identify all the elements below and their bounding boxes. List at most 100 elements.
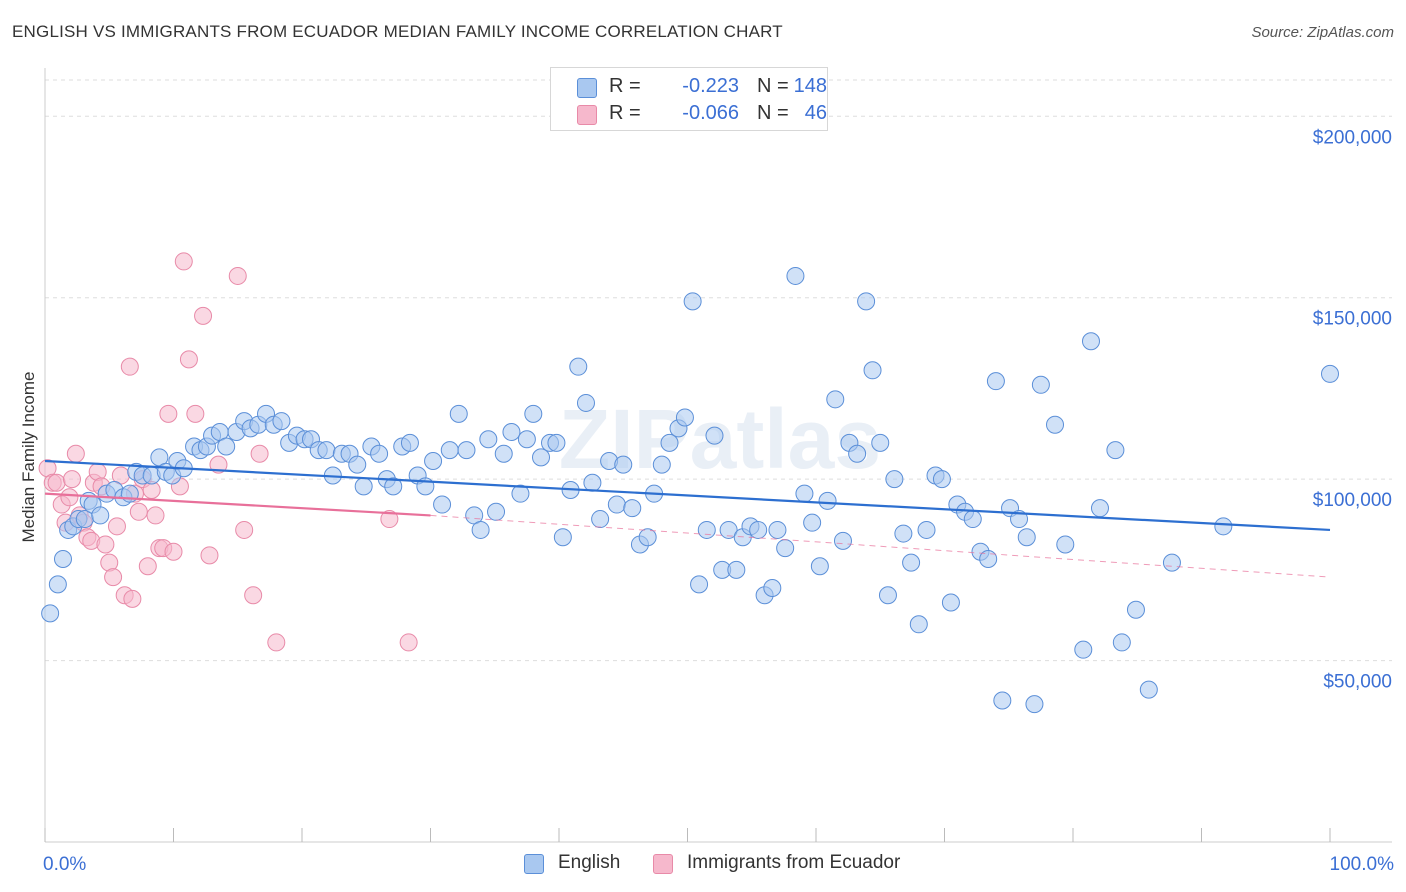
english-point: [433, 495, 452, 514]
x-tick-label: 100.0%: [1330, 854, 1395, 875]
ecuador-point: [47, 473, 66, 492]
ecuador-point: [186, 404, 205, 423]
english-point: [524, 404, 543, 423]
english-point: [1139, 680, 1158, 699]
ecuador-point: [146, 506, 165, 525]
english-point: [1056, 535, 1075, 554]
ecuador-point: [120, 357, 139, 376]
english-point: [370, 444, 389, 463]
english-point: [1162, 553, 1181, 572]
english-point: [217, 437, 236, 456]
english-point: [795, 484, 814, 503]
english-point: [41, 604, 60, 623]
english-point: [487, 502, 506, 521]
legend-n-label: N =: [757, 75, 789, 97]
ecuador-point: [179, 350, 198, 369]
ecuador-swatch: [577, 105, 597, 125]
ecuador-point: [159, 404, 178, 423]
y-tick-label: $150,000: [1313, 309, 1392, 330]
ecuador-point: [129, 502, 148, 521]
english-point: [1010, 510, 1029, 529]
chart-title: ENGLISH VS IMMIGRANTS FROM ECUADOR MEDIA…: [12, 22, 783, 41]
english-point: [479, 430, 498, 449]
english-swatch: [524, 854, 544, 874]
english-point: [583, 473, 602, 492]
english-point: [986, 372, 1005, 391]
ecuador-point: [96, 535, 115, 554]
english-point: [638, 528, 657, 547]
english-point: [652, 455, 671, 474]
english-point: [449, 404, 468, 423]
english-point: [727, 560, 746, 579]
axis-layer: [44, 68, 1392, 843]
english-point: [1112, 633, 1131, 652]
legend-item-label: English: [558, 852, 621, 873]
english-point: [424, 452, 443, 470]
ecuador-point: [107, 517, 126, 536]
english-point: [272, 412, 291, 431]
english-swatch: [577, 78, 597, 98]
english-point: [833, 531, 852, 550]
legend-r-value: -0.066: [682, 102, 739, 124]
ecuador-swatch: [653, 854, 673, 874]
english-point: [863, 361, 882, 380]
x-tick-label: 0.0%: [43, 854, 86, 875]
series-legend: English Immigrants from Ecuador: [0, 852, 1406, 878]
english-point: [1081, 332, 1100, 351]
english-point: [932, 470, 951, 489]
english-point: [623, 499, 642, 518]
english-point: [569, 357, 588, 376]
english-point: [894, 524, 913, 543]
english-point: [53, 549, 72, 568]
english-point: [697, 520, 716, 539]
legend-r-label: R =: [609, 102, 641, 124]
english-point: [871, 433, 890, 452]
english-point: [547, 433, 566, 452]
y-tick-label: $100,000: [1313, 490, 1392, 511]
english-point: [683, 292, 702, 311]
english-point: [705, 426, 724, 445]
english-point: [826, 390, 845, 409]
legend-r-label: R =: [609, 75, 641, 97]
legend-item-label: Immigrants from Ecuador: [687, 852, 901, 873]
ecuador-trend-line: [44, 492, 431, 517]
english-point: [502, 422, 521, 441]
english-point: [848, 444, 867, 463]
english-point: [317, 441, 336, 460]
legend-n-value: 148: [793, 75, 827, 97]
ecuador-point: [123, 589, 142, 608]
english-point: [348, 455, 367, 474]
english-point: [354, 477, 373, 496]
english-point: [48, 575, 67, 594]
english-point: [607, 495, 626, 514]
ecuador-point: [164, 542, 183, 561]
tick-label-layer: $50,000 $100,000 $150,000 $200,000 0.0% 100.0…: [43, 127, 1394, 875]
english-point: [857, 292, 876, 311]
ecuador-point: [104, 568, 123, 587]
english-point: [1025, 695, 1044, 714]
english-point: [763, 579, 782, 597]
english-point: [719, 520, 738, 539]
english-point: [614, 455, 633, 474]
english-point: [1031, 375, 1050, 394]
ecuador-point: [228, 266, 247, 285]
english-point: [591, 510, 610, 529]
english-trend-line: [44, 459, 1331, 532]
series-english-points: [41, 266, 1339, 714]
english-point: [440, 441, 459, 460]
source-label: Source: ZipAtlas.com: [1251, 24, 1394, 41]
ecuador-point: [66, 444, 85, 463]
english-point: [909, 615, 928, 634]
ecuador-point: [399, 633, 418, 652]
y-tick-label: $200,000: [1313, 127, 1392, 148]
ecuador-point: [174, 252, 193, 271]
english-point: [494, 444, 513, 463]
ecuador-point: [235, 520, 254, 539]
ecuador-point: [60, 488, 79, 507]
english-point: [553, 528, 572, 547]
english-point: [885, 470, 904, 489]
english-point: [963, 510, 982, 529]
y-axis-label: Median Family Income: [19, 371, 38, 542]
english-point: [91, 506, 110, 525]
